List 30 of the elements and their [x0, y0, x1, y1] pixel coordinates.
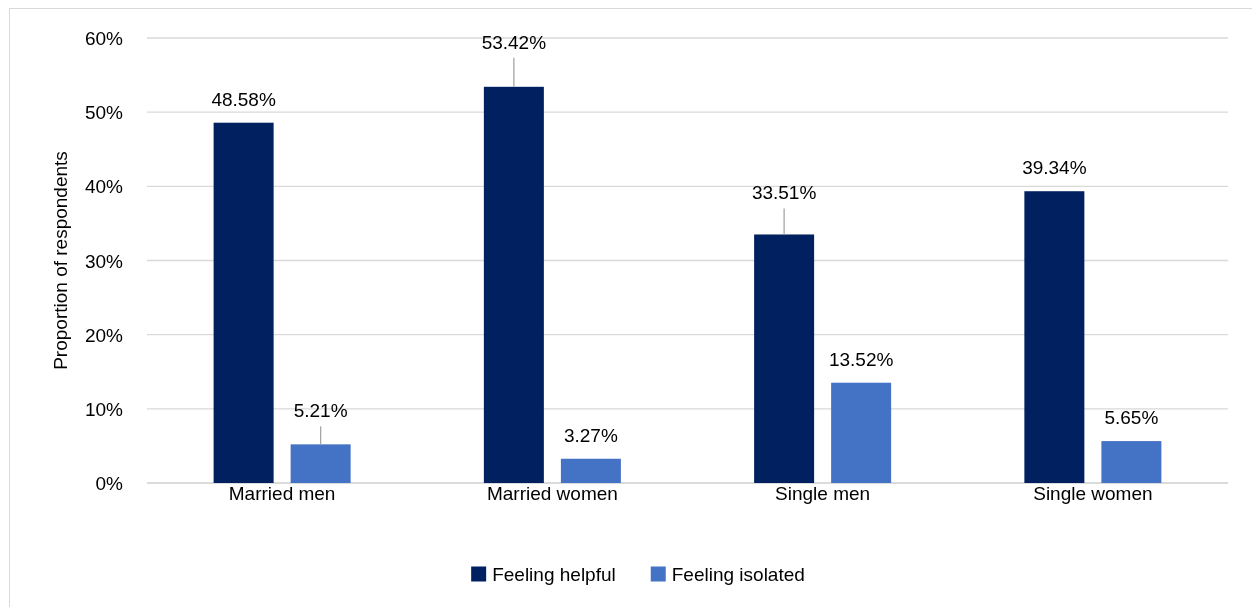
data-label: 3.27%: [563, 424, 618, 446]
x-tick-label: Single women: [1033, 483, 1153, 504]
bar: [1101, 441, 1162, 483]
legend-label: Feeling isolated: [671, 563, 805, 585]
y-tick-label: 40%: [84, 175, 124, 197]
data-label: 39.34%: [1022, 157, 1087, 179]
bar: [213, 122, 274, 483]
x-tick-label: Married women: [486, 483, 618, 504]
data-label: 33.51%: [751, 182, 817, 204]
y-tick-label: 10%: [84, 398, 124, 420]
x-tick-label: Married men: [228, 483, 336, 504]
y-tick-label: 0%: [95, 472, 124, 494]
bar: [831, 382, 892, 483]
data-label: 13.52%: [828, 348, 894, 370]
data-label: 48.58%: [211, 88, 276, 110]
bar: [1024, 191, 1085, 483]
bar: [560, 458, 621, 483]
x-tick-label: Single men: [775, 483, 871, 504]
y-axis-title: Proportion of respondents: [49, 151, 71, 370]
data-label: 5.21%: [293, 400, 348, 422]
y-tick-label: 30%: [84, 250, 124, 271]
data-label: 5.65%: [1104, 407, 1159, 429]
y-tick-label: 50%: [84, 101, 124, 123]
y-tick-label: 20%: [84, 324, 124, 346]
data-label: 53.42%: [481, 31, 547, 53]
bar: [483, 86, 544, 483]
bar: [290, 444, 351, 483]
y-tick-label: 60%: [84, 27, 124, 49]
bar: [754, 234, 815, 483]
legend-label: Feeling helpful: [492, 563, 616, 585]
